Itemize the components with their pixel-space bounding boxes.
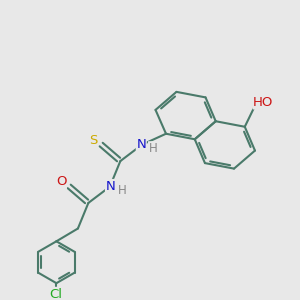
Text: HO: HO	[253, 96, 274, 109]
Text: H: H	[148, 142, 157, 155]
Text: Cl: Cl	[49, 288, 62, 300]
Text: H: H	[118, 184, 127, 197]
Text: N: N	[106, 180, 115, 193]
Text: S: S	[89, 134, 97, 147]
Text: N: N	[136, 138, 146, 151]
Text: O: O	[56, 176, 66, 188]
